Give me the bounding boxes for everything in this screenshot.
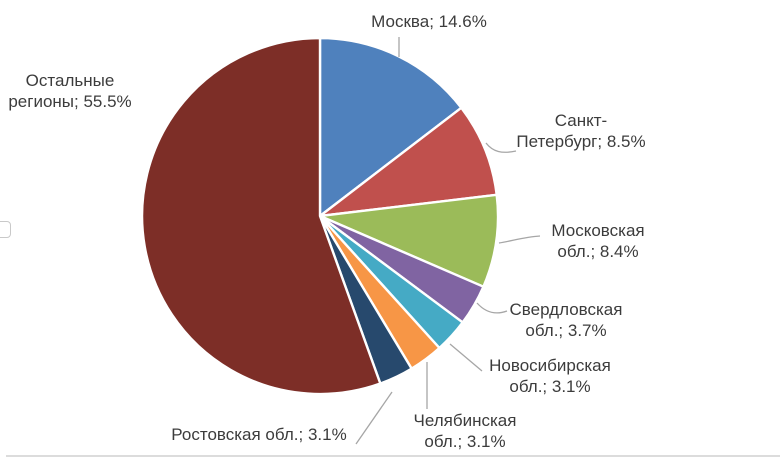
leader-lines-group — [355, 37, 541, 445]
data-label-moscow-oblast: Московская обл.; 8.4% — [551, 221, 645, 261]
leader-line-mos-obl — [498, 235, 541, 244]
leader-line-rostov — [355, 391, 393, 445]
data-label-rostov-oblast: Ростовская обл.; 3.1% — [171, 425, 347, 444]
leader-line-novosibirsk — [449, 343, 483, 372]
data-label-saint-petersburg: Санкт- Петербург; 8.5% — [516, 111, 646, 151]
pie-slices-group — [140, 36, 500, 396]
clipped-ui-fragment — [0, 221, 11, 238]
data-label-other-regions: Остальные регионы; 55.5% — [8, 71, 132, 111]
data-label-sverdlovsk-oblast: Свердловская обл.; 3.7% — [509, 300, 623, 340]
data-label-chelyabinsk-oblast: Челябинская обл.; 3.1% — [413, 411, 517, 451]
bottom-divider — [6, 455, 780, 457]
data-label-moscow: Москва; 14.6% — [371, 12, 487, 31]
leader-line-spb — [485, 142, 517, 153]
pie-slice-other-regions — [140, 36, 382, 396]
pie-slice-moscow-oblast — [318, 193, 500, 288]
pie-slice-saint-petersburg — [318, 106, 498, 218]
leader-line-sverdlovsk — [476, 302, 508, 314]
data-label-novosibirsk-oblast: Новосибирская обл.; 3.1% — [489, 356, 611, 396]
